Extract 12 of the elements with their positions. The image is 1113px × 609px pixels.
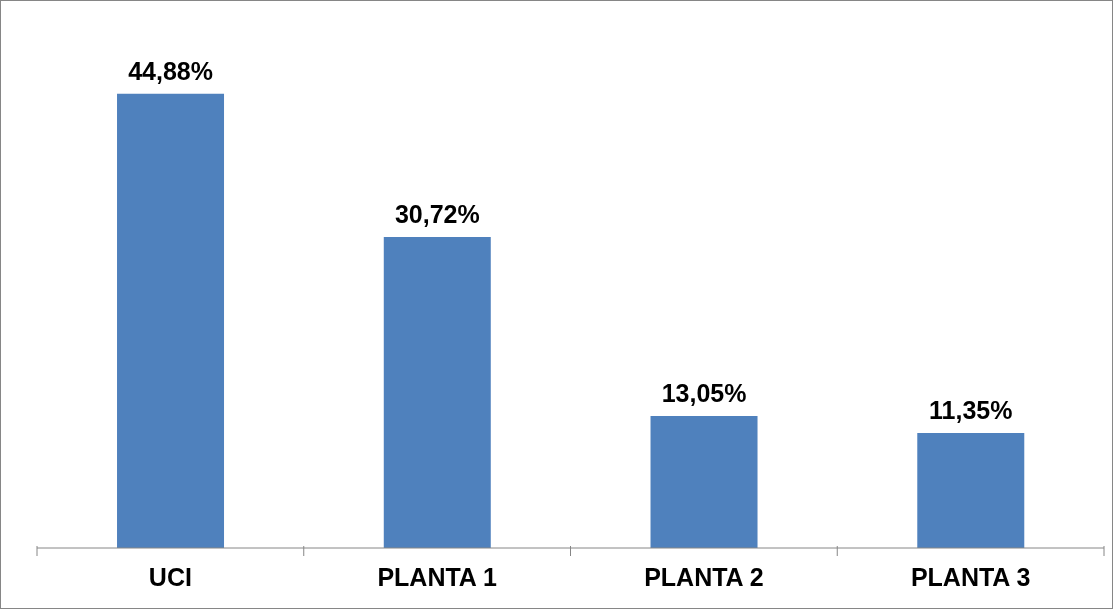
x-tick-label: PLANTA 1 — [377, 563, 497, 591]
data-label: 44,88% — [128, 56, 213, 85]
data-label: 30,72% — [394, 200, 480, 229]
bar — [650, 415, 758, 548]
bar — [917, 433, 1025, 548]
bar — [383, 237, 491, 548]
data-label: 13,05% — [661, 378, 747, 407]
x-tick-label: PLANTA 2 — [644, 563, 764, 591]
bar — [117, 93, 225, 548]
data-label: 11,35% — [929, 396, 1013, 425]
x-tick-label: PLANTA 3 — [910, 563, 1031, 591]
x-tick-label: UCI — [148, 563, 192, 591]
